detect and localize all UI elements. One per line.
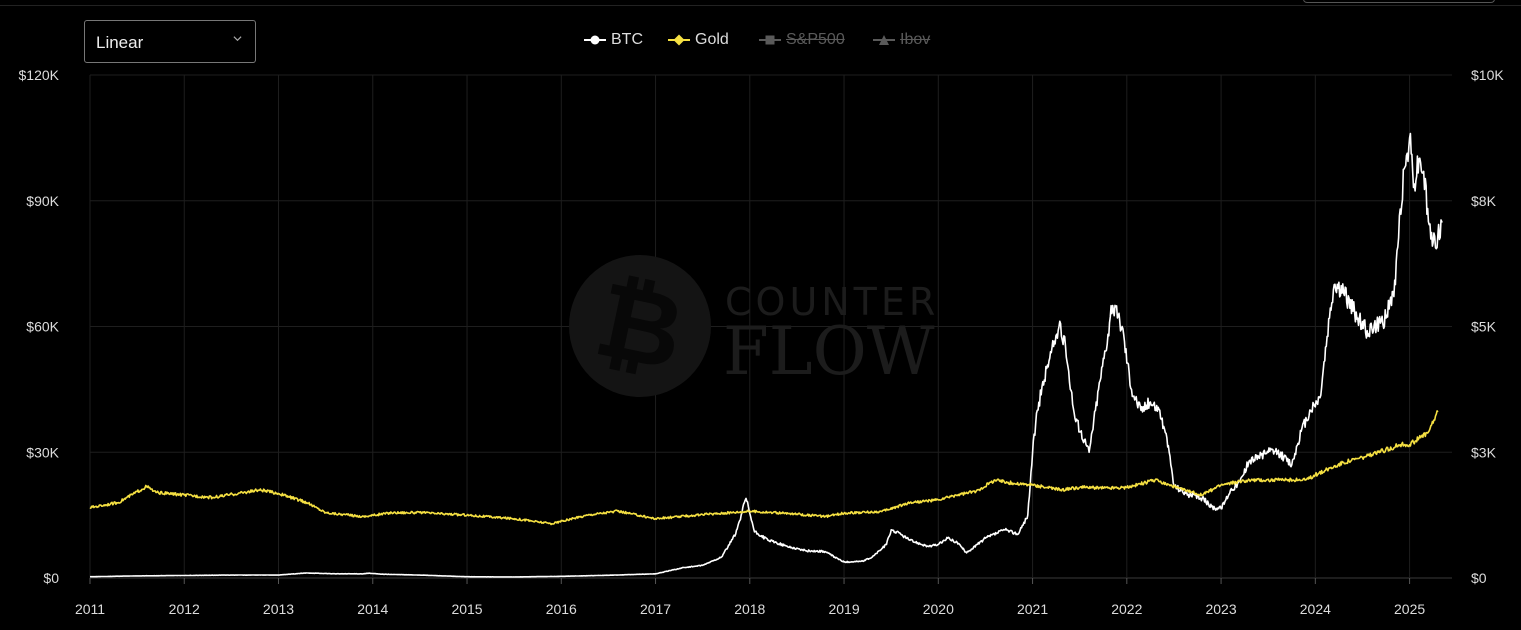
x-tick-label: 2019	[828, 601, 859, 617]
chart-legend: BTC Gold S&P500 Ibov	[0, 29, 1521, 51]
square-marker-icon	[759, 35, 781, 45]
y-left-tick-label: $30K	[26, 444, 59, 460]
legend-label: BTC	[611, 31, 643, 48]
watermark-line2: FLOW	[723, 313, 935, 390]
y-left-tick-label: $60K	[26, 319, 59, 335]
circle-marker-icon	[584, 35, 606, 45]
top-divider	[0, 5, 1521, 6]
scale-select[interactable]: Linear	[84, 20, 256, 63]
legend-label: S&P500	[786, 31, 845, 48]
y-left-tick-label: $90K	[26, 193, 59, 209]
x-tick-label: 2014	[357, 601, 388, 617]
legend-item-ibov[interactable]: Ibov	[873, 29, 930, 51]
legend-item-sp500[interactable]: S&P500	[759, 29, 845, 51]
x-tick-label: 2013	[263, 601, 294, 617]
watermark: ₿ COUNTER FLOW	[569, 255, 939, 397]
x-tick-label: 2011	[75, 601, 105, 617]
x-tick-label: 2024	[1300, 601, 1331, 617]
x-tick-label: 2016	[546, 601, 577, 617]
triangle-marker-icon	[873, 35, 895, 45]
axes: $0 $30K $60K $90K $120K $0 $3K $5K $8K $10K 2011 20…	[19, 67, 1505, 617]
legend-item-gold[interactable]: Gold	[668, 29, 729, 51]
series-line-gold	[89, 410, 1439, 526]
y-right-tick-label: $3K	[1471, 444, 1497, 460]
legend-item-btc[interactable]: BTC	[584, 29, 643, 51]
chevron-down-icon	[233, 36, 242, 42]
x-tick-label: 2022	[1111, 601, 1142, 617]
series-layer	[89, 132, 1443, 578]
legend-label: Gold	[695, 31, 729, 48]
y-left-tick-label: $0	[43, 570, 59, 586]
x-tick-label: 2017	[640, 601, 671, 617]
y-right-tick-label: $8K	[1471, 193, 1497, 209]
x-tick-label: 2012	[169, 601, 200, 617]
x-tick-label: 2025	[1394, 601, 1425, 617]
y-right-tick-label: $10K	[1471, 67, 1504, 83]
bitcoin-logo-icon	[569, 255, 711, 397]
y-right-tick-label: $0	[1471, 570, 1487, 586]
x-tick-label: 2021	[1017, 601, 1048, 617]
x-tick-label: 2015	[451, 601, 482, 617]
x-tick-label: 2023	[1205, 601, 1236, 617]
series-line-btc	[90, 132, 1443, 578]
x-tick-label: 2020	[923, 601, 954, 617]
y-left-tick-label: $120K	[19, 67, 60, 83]
y-right-tick-label: $5K	[1471, 319, 1497, 335]
legend-label: Ibov	[900, 31, 931, 48]
watermark-line1: COUNTER	[725, 280, 939, 324]
diamond-marker-icon	[668, 34, 690, 46]
x-tick-label: 2018	[734, 601, 765, 617]
scale-select-value: Linear	[96, 33, 144, 52]
